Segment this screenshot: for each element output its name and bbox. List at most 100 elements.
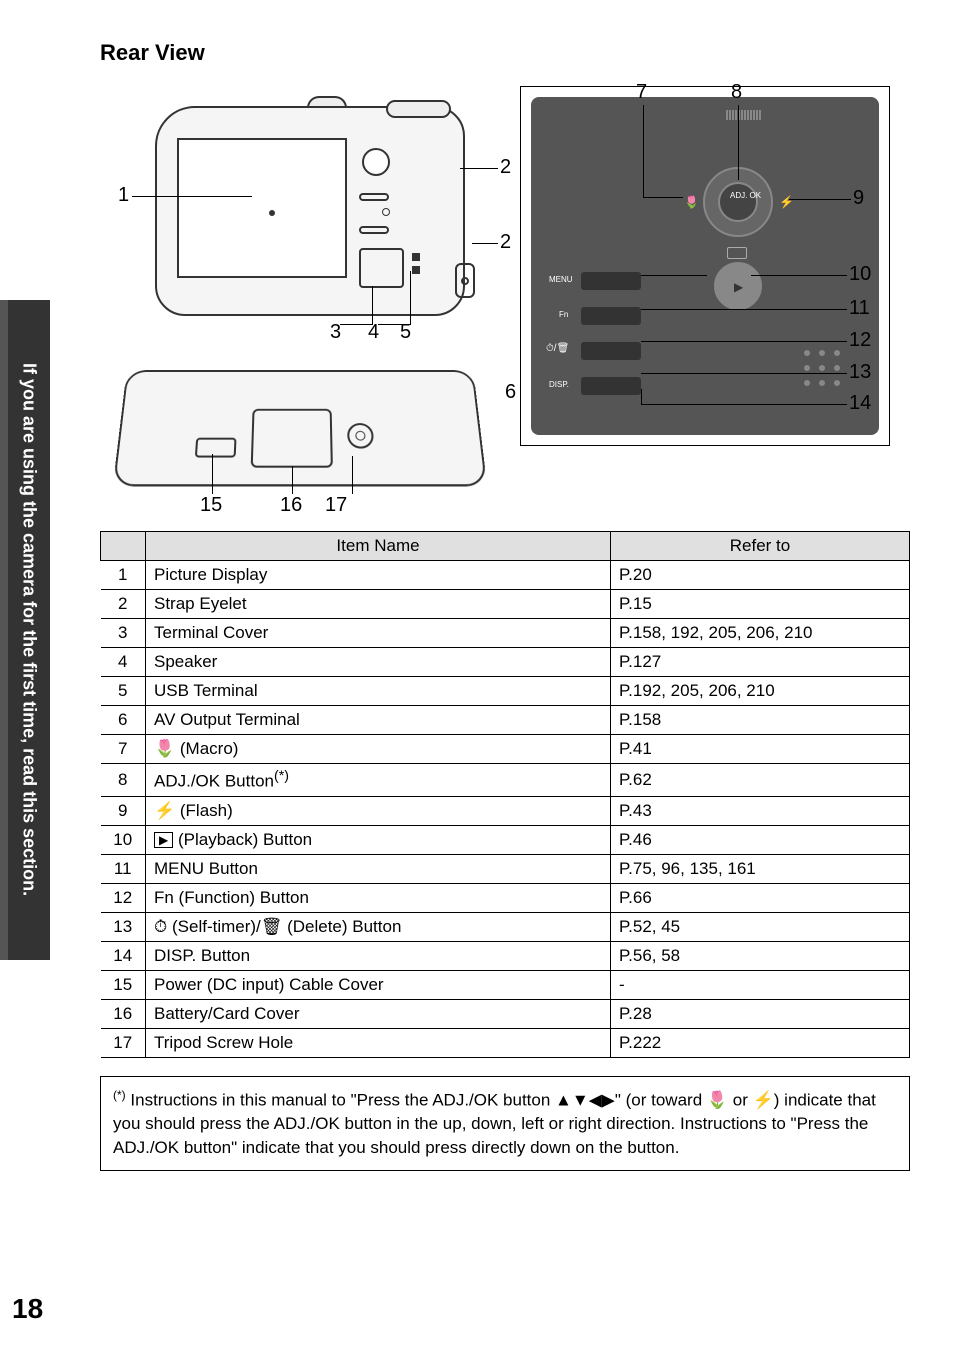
cell-num: 10 [101,825,146,854]
cell-num: 7 [101,735,146,764]
top-dial [307,96,347,108]
table-row: 6AV Output TerminalP.158 [101,706,910,735]
playback-button-panel: ▶ [714,262,762,310]
footnote-marker: (*) [113,1088,126,1102]
label-7: 7 [636,81,647,104]
leader-8 [738,105,739,180]
adj-ok-text: ADJ. OK [730,192,761,200]
leader-1 [132,196,252,197]
timer-icon-text: ⏱/🗑 [546,343,569,354]
cell-name: Picture Display [146,561,611,590]
table-row: 17Tripod Screw HoleP.222 [101,1028,910,1057]
cell-ref: P.15 [611,590,910,619]
leader-2b [472,243,498,244]
th-name: Item Name [146,532,611,561]
label-12: 12 [849,329,871,352]
cell-num: 16 [101,999,146,1028]
cell-ref: P.43 [611,796,910,825]
footnote-mid: " (or toward [615,1090,707,1109]
footnote-box: (*) Instructions in this manual to "Pres… [100,1076,910,1171]
cell-name: Power (DC input) Cable Cover [146,970,611,999]
table-row: 9⚡ (Flash)P.43 [101,796,910,825]
dc-cover [195,438,237,458]
cell-ref: P.20 [611,561,910,590]
menu-text: MENU [549,275,573,284]
table-row: 8ADJ./OK Button(*)P.62 [101,764,910,797]
leader-16 [292,466,293,494]
playback-label-box [727,247,747,259]
side-tab-outer: If you are using the camera for the firs… [0,300,50,960]
strap-eyelet-lower [455,263,475,298]
cell-ref: - [611,970,910,999]
leader-14 [641,404,847,405]
leader-9 [789,199,851,200]
cell-name: Terminal Cover [146,619,611,648]
diagrams-row: 1 2 2 3 4 5 6 15 16 [100,86,910,516]
speaker-dot-2 [412,266,420,274]
cell-ref: P.52, 45 [611,912,910,941]
cell-num: 6 [101,706,146,735]
leader-2a [460,168,498,169]
fn-text: Fn [559,310,568,319]
label-1: 1 [118,184,129,207]
leader-14v [641,389,642,404]
cell-ref: P.127 [611,648,910,677]
tripod-mount [347,423,374,448]
table-row: 5USB TerminalP.192, 205, 206, 210 [101,677,910,706]
lcd-center-dot [269,210,275,216]
adj-ok-button [718,182,758,222]
label-5: 5 [400,321,411,344]
footnote-arrows: ▲▼◀▶ [555,1090,615,1109]
cell-ref: P.56, 58 [611,941,910,970]
cell-name: Tripod Screw Hole [146,1028,611,1057]
camera-body-bottom [113,370,488,486]
table-row: 13⏱ (Self-timer)/🗑 (Delete) ButtonP.52, … [101,912,910,941]
cell-ref: P.222 [611,1028,910,1057]
parts-table: Item Name Refer to 1Picture DisplayP.202… [100,531,910,1058]
content-area: Rear View [100,40,910,1171]
control-panel-bg: ADJ. OK 🌷 ⚡ ▶ MENU Fn ⏱/🗑 DISP. [531,97,879,435]
table-row: 3Terminal CoverP.158, 192, 205, 206, 210 [101,619,910,648]
label-15: 15 [200,494,222,517]
dot-indicator [382,208,390,216]
leader-3v [372,286,373,324]
leader-7h [643,197,683,198]
leader-4v [410,271,411,324]
table-row: 12Fn (Function) ButtonP.66 [101,883,910,912]
footnote-macro-icon: 🌷 [707,1090,728,1109]
leader-7v [643,105,644,197]
label-11: 11 [849,297,870,320]
terminal-door [359,248,404,288]
cell-num: 1 [101,561,146,590]
th-num [101,532,146,561]
cell-name: Speaker [146,648,611,677]
cell-name: Fn (Function) Button [146,883,611,912]
label-8: 8 [731,81,742,104]
side-tab-text: If you are using the camera for the firs… [8,300,50,960]
cell-name: ADJ./OK Button(*) [146,764,611,797]
leader-15 [212,454,213,494]
slot-1 [359,193,389,201]
footnote-flash-icon: ⚡ [753,1090,774,1109]
table-row: 10▶ (Playback) ButtonP.46 [101,825,910,854]
cell-ref: P.62 [611,764,910,797]
cell-name: ⏱ (Self-timer)/🗑 (Delete) Button [146,912,611,941]
label-2b: 2 [500,231,511,254]
disp-text: DISP. [549,380,569,389]
cell-name: Battery/Card Cover [146,999,611,1028]
speaker-dot-1 [412,253,420,261]
cell-num: 8 [101,764,146,797]
cell-num: 17 [101,1028,146,1057]
cell-ref: P.66 [611,883,910,912]
footnote-mid2: or [728,1090,753,1109]
cell-ref: P.75, 96, 135, 161 [611,854,910,883]
cell-num: 14 [101,941,146,970]
cell-name: AV Output Terminal [146,706,611,735]
flash-icon-panel: ⚡ [779,195,794,209]
cell-ref: P.158 [611,706,910,735]
grip-dots [799,345,849,395]
cell-num: 3 [101,619,146,648]
menu-button-panel [581,272,641,290]
cell-name: USB Terminal [146,677,611,706]
panel-top-ridge [726,107,776,117]
